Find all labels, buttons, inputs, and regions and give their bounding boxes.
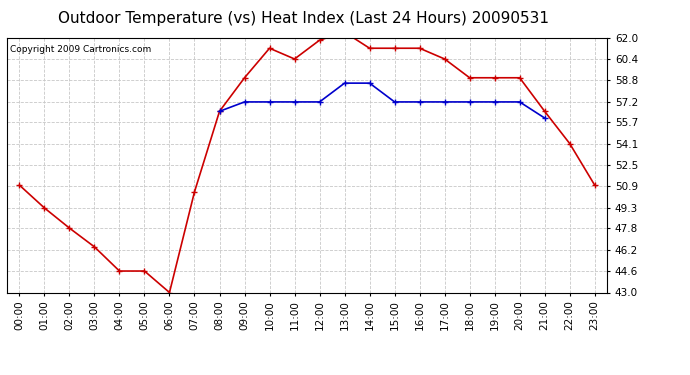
Text: Outdoor Temperature (vs) Heat Index (Last 24 Hours) 20090531: Outdoor Temperature (vs) Heat Index (Las… [58,11,549,26]
Text: Copyright 2009 Cartronics.com: Copyright 2009 Cartronics.com [10,45,151,54]
